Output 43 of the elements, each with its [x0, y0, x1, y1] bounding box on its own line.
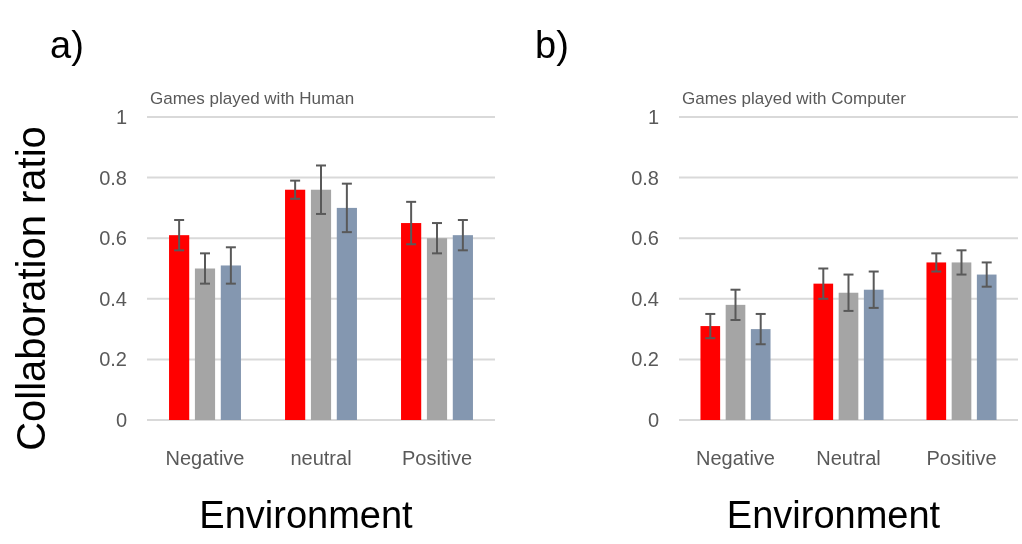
y-tick-label: 0	[115, 409, 127, 431]
y-tick-label: 0.4	[99, 287, 127, 310]
x-tick-label: Neutral	[816, 447, 881, 469]
x-axis-title: Environment	[199, 494, 414, 536]
y-tick-label: 1	[115, 106, 127, 128]
chart-title: Games played with Computer	[682, 89, 907, 108]
y-tick-label: 0.8	[631, 166, 659, 189]
y-tick-label: 0.6	[631, 227, 659, 250]
bar	[336, 207, 357, 420]
text: a)	[50, 24, 84, 66]
bar	[700, 326, 721, 420]
y-tick-label: 0	[647, 409, 659, 431]
y-axis-title: Collaboration ratio	[9, 126, 53, 451]
x-tick-label: Negative	[696, 447, 775, 469]
y-tick-label: 0.4	[631, 287, 659, 310]
y-tick-label: 0.2	[99, 348, 127, 371]
bar	[838, 292, 859, 420]
chart-title: Games played with Human	[150, 89, 355, 108]
x-axis-title: Environment	[726, 494, 941, 536]
bar	[863, 289, 884, 420]
bar	[926, 262, 947, 420]
bar	[310, 189, 332, 420]
y-tick-label: 0.2	[631, 348, 659, 371]
bar	[169, 235, 190, 420]
bar	[452, 235, 473, 420]
bar	[285, 189, 306, 420]
x-tick-label: Negative	[165, 447, 245, 469]
bar	[426, 238, 448, 420]
bar	[725, 304, 746, 420]
y-tick-label: 0.6	[99, 227, 127, 250]
bar	[750, 329, 771, 420]
x-tick-label: Positive	[401, 447, 473, 469]
bar	[194, 268, 216, 420]
y-tick-label: 1	[647, 106, 659, 128]
text: b)	[535, 24, 569, 66]
bar	[976, 274, 997, 420]
bar	[813, 283, 834, 420]
bar	[220, 265, 241, 420]
y-tick-label: 0.8	[99, 166, 127, 189]
x-tick-label: neutral	[290, 447, 352, 469]
bar	[401, 223, 422, 420]
bar	[951, 262, 972, 420]
x-tick-label: Positive	[926, 447, 997, 469]
